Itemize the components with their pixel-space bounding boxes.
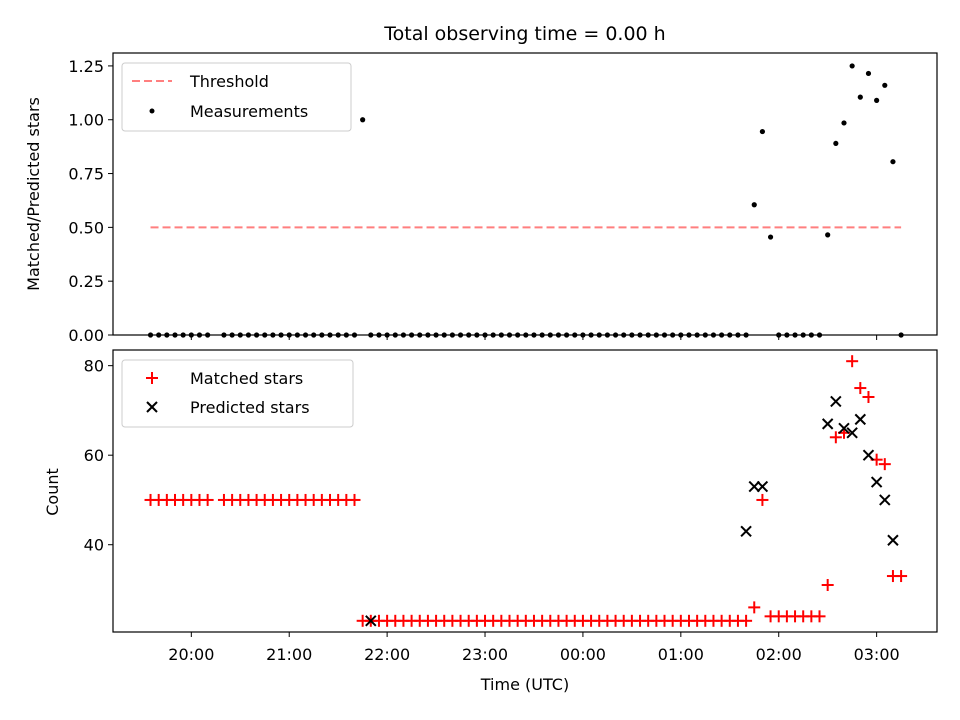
bottom-axes-frame [112,349,938,633]
matched-star-point [756,493,769,506]
top-axes-frame [112,52,938,336]
measurement-point [767,234,774,240]
top-legend: Threshold Measurements [121,62,352,132]
top-y-tick-label: 0.50 [68,218,104,237]
matched-star-point [854,382,867,395]
matched-star-point [829,431,842,444]
predicted-star-point [879,494,891,506]
bottom-plot-area [144,355,908,627]
predicted-star-point [887,534,899,546]
legend-predicted-marker [146,401,158,413]
bottom-legend-frame [121,359,354,428]
x-tick-label: 22:00 [364,645,410,664]
measurement-point [833,140,839,147]
x-axis-label: Time (UTC) [480,675,569,694]
matched-star-point [895,570,908,583]
matched-star-point [862,391,875,403]
top-legend-frame [121,62,352,132]
matched-star-point [201,493,214,506]
predicted-star-point [748,480,760,493]
measurement-point [874,97,880,103]
predicted-star-point [830,395,842,408]
top-y-tick-label: 1.00 [68,111,104,130]
matched-star-point [348,493,361,506]
predicted-star-point [846,427,858,439]
x-tick-label: 20:00 [168,645,214,664]
measurement-point [360,117,366,123]
bottom-y-axis-label: Count [43,468,62,516]
x-tick-label: 21:00 [266,645,312,664]
measurement-point [825,232,831,238]
x-tick-label: 03:00 [854,645,900,664]
predicted-star-point [838,422,850,435]
x-tick-label: 01:00 [658,645,704,664]
legend-measurements-label: Measurements [190,102,308,121]
legend-threshold-label: Threshold [189,72,269,91]
legend-matched-label: Matched stars [190,369,303,388]
predicted-star-point [870,476,883,488]
bottom-panel: Count Time (UTC) 40 60 80 20:00 21:00 22:00 23… [43,349,938,694]
measurement-point [890,159,896,165]
top-axes: 0.00 0.25 0.50 0.75 1.00 1.25 [68,52,938,345]
bottom-axes: 40 60 80 20:00 21:00 22:00 23:00 00:00 01:00 02:0… [84,349,938,664]
measurement-point [857,94,863,100]
matched-star-point [878,458,891,471]
matched-star-point [748,601,761,614]
predicted-star-point [756,480,769,493]
measurement-point [759,128,766,135]
matched-star-point [821,579,834,591]
predicted-star-point [854,413,867,426]
matched-star-point [846,355,859,368]
top-y-tick-label: 0.25 [68,272,104,291]
predicted-star-point [365,615,377,627]
top-y-axis-label: Matched/Predicted stars [24,97,43,291]
measurement-point [849,63,855,69]
bottom-legend: Matched stars Predicted stars [121,359,354,428]
bottom-y-tick-label: 40 [84,536,104,555]
measurement-point [865,70,872,77]
predicted-star-point [740,525,752,537]
legend-predicted-label: Predicted stars [190,398,310,417]
top-y-tick-label: 0.00 [68,326,104,345]
bottom-y-tick-label: 80 [84,357,104,376]
top-panel: Total observing time = 0.00 h Matched/Pr… [24,23,938,345]
legend-measurements-marker [149,108,155,114]
chart-title: Total observing time = 0.00 h [383,23,665,45]
predicted-star-point [862,449,875,461]
top-y-tick-label: 1.25 [68,57,104,76]
measurement-point [882,82,888,88]
top-y-tick-label: 0.75 [68,165,104,184]
measurement-point [751,202,757,208]
x-tick-label: 02:00 [756,645,802,664]
legend-matched-marker [146,372,158,384]
x-tick-label: 23:00 [462,645,508,664]
matched-star-point [740,614,753,627]
measurement-point [841,120,847,126]
bottom-y-tick-label: 60 [84,446,104,465]
matched-star-point [813,610,826,623]
x-tick-label: 00:00 [560,645,606,664]
predicted-star-point [821,418,834,430]
